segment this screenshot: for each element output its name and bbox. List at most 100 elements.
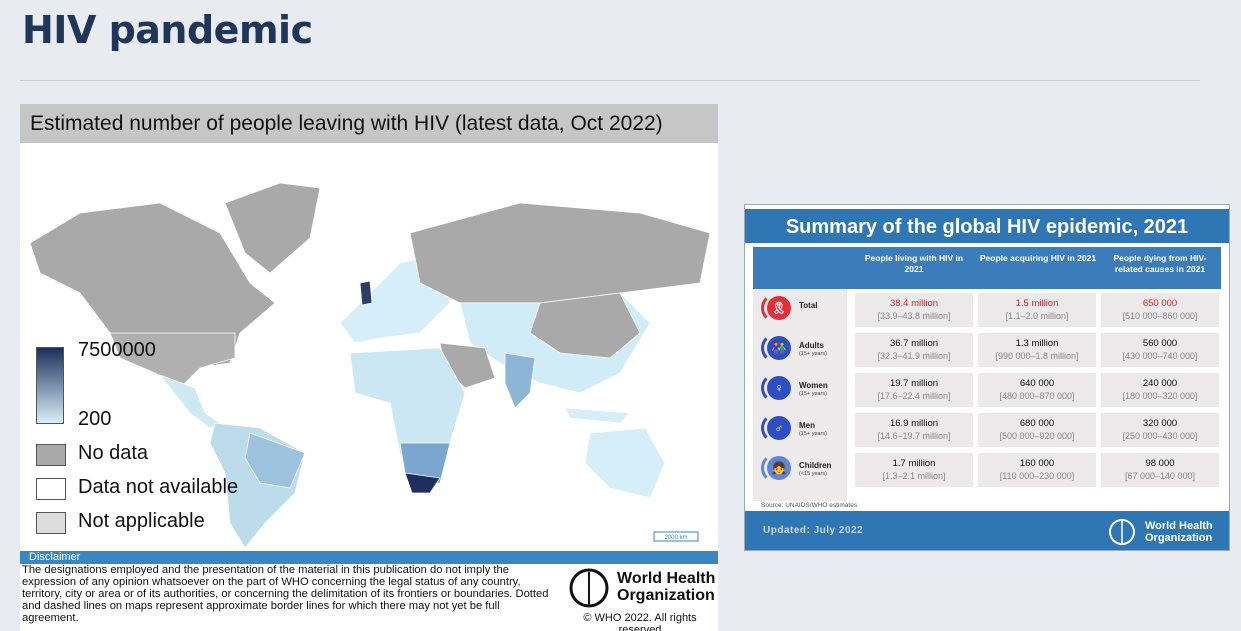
map-usa xyxy=(109,332,236,389)
cell-value: 36.7 million xyxy=(889,338,939,349)
cell-value: 19.7 million xyxy=(889,378,939,389)
cell-range: [480 000–870 000] xyxy=(999,391,1075,401)
cell-value: 160 000 xyxy=(1019,458,1055,469)
cell-range: [180 000–320 000] xyxy=(1122,391,1198,401)
who-name-line1: World Health xyxy=(617,570,716,587)
cell-range: [17.6–22.4 million] xyxy=(877,391,951,401)
map-brazil xyxy=(244,432,306,489)
table-cell: 320 000 [250 000–430 000] xyxy=(1101,413,1219,447)
cell-value: 320 000 xyxy=(1142,418,1178,429)
row-label-total: 🎗 Total xyxy=(753,289,847,329)
table-cell: 560 000 [430 000–740 000] xyxy=(1101,333,1219,367)
row-label: Adults xyxy=(799,341,824,350)
cell-value: 640 000 xyxy=(1019,378,1055,389)
column-header: People dying from HIV-related causes in … xyxy=(1113,253,1207,274)
row-sublabel: (15+ years) xyxy=(799,351,827,357)
table-cell: 680 000 [500 000–920 000] xyxy=(978,413,1096,447)
cell-range: [510 000–860 000] xyxy=(1122,311,1198,321)
table-cell: 160 000 [110 000–230 000] xyxy=(978,453,1096,487)
table-cell: 1.5 million [1.1–2.0 million] xyxy=(978,293,1096,327)
page-title: HIV pandemic xyxy=(22,8,313,52)
cell-value: 240 000 xyxy=(1142,378,1178,389)
row-label: Men xyxy=(799,421,815,430)
cell-range: [14.6–19.7 million] xyxy=(877,431,951,441)
ring-decoration xyxy=(761,453,791,483)
infographic-footer: Updated: July 2022 World Health Organizat… xyxy=(745,511,1229,550)
table-cell: 19.7 million [17.6–22.4 million] xyxy=(855,373,973,407)
cell-range: [1.3–2.1 million] xyxy=(882,471,946,481)
legend-not-available: Data not available xyxy=(78,476,239,498)
cell-range: [250 000–430 000] xyxy=(1122,431,1198,441)
map-indonesia xyxy=(564,407,631,424)
cell-value: 650 000 xyxy=(1142,298,1178,309)
divider xyxy=(20,80,1200,81)
who-name-line1: World Health xyxy=(1145,520,1213,532)
legend-max: 7500000 xyxy=(78,339,156,361)
cell-range: [500 000–920 000] xyxy=(999,431,1075,441)
table-cell: 640 000 [480 000–870 000] xyxy=(978,373,1096,407)
cell-value: 38.4 million xyxy=(889,298,939,309)
row-label-men: ♂ Men (15+ years) xyxy=(753,409,847,449)
row-sublabel: (15+ years) xyxy=(799,431,827,437)
world-map[interactable]: 2000 km xyxy=(20,143,718,551)
ring-decoration xyxy=(761,293,791,323)
disclaimer-title: Disclaimer xyxy=(29,551,81,563)
cell-range: [990 000–1.8 million] xyxy=(995,351,1079,361)
table-cell: 16.9 million [14.6–19.7 million] xyxy=(855,413,973,447)
scale-bar: 2000 km xyxy=(664,535,687,541)
legend-min: 200 xyxy=(78,408,112,430)
source-note: Source: UNAIDS/WHO estimates xyxy=(761,502,858,509)
children-icon: 👧 xyxy=(767,456,791,480)
column-header: People living with HIV in 2021 xyxy=(864,253,964,274)
hiv-summary-infographic: Summary of the global HIV epidemic, 2021… xyxy=(744,204,1230,551)
who-name-line2: Organization xyxy=(1145,532,1213,544)
legend-swatch-not-available xyxy=(36,478,66,500)
cell-range: [430 000–740 000] xyxy=(1122,351,1198,361)
table-cell: 98 000 [67 000–140 000] xyxy=(1101,453,1219,487)
cell-range: [110 000–230 000] xyxy=(999,471,1075,481)
column-header: People acquiring HIV in 2021 xyxy=(979,253,1097,263)
cell-range: [33.9–43.8 million] xyxy=(877,311,951,321)
legend-gradient xyxy=(36,347,64,424)
legend-swatch-not-applicable xyxy=(36,512,66,534)
map-india xyxy=(504,352,536,409)
table-cell: 650 000 [510 000–860 000] xyxy=(1101,293,1219,327)
cell-range: [32.3–41.9 million] xyxy=(877,351,951,361)
legend-no-data: No data xyxy=(78,442,149,464)
cell-range: [1.1–2.0 million] xyxy=(1005,311,1069,321)
row-label-women: ♀ Women (15+ years) xyxy=(753,369,847,409)
map-heading: Estimated number of people leaving with … xyxy=(20,104,718,143)
cell-range: [67 000–140 000] xyxy=(1124,471,1196,481)
table-cell: 38.4 million [33.9–43.8 million] xyxy=(855,293,973,327)
infographic-title: Summary of the global HIV epidemic, 2021 xyxy=(745,209,1229,243)
adults-icon: 👫 xyxy=(767,336,791,360)
cell-value: 1.5 million xyxy=(1015,298,1059,309)
who-logo: World Health Organization xyxy=(565,566,715,610)
ribbon-icon: 🎗 xyxy=(767,296,791,320)
cell-value: 98 000 xyxy=(1145,458,1175,469)
map-china xyxy=(529,292,641,359)
ring-decoration xyxy=(761,333,791,363)
table-cell: 1.3 million [990 000–1.8 million] xyxy=(978,333,1096,367)
updated-date: Updated: July 2022 xyxy=(763,525,864,536)
man-icon: ♂ xyxy=(767,416,791,440)
map-greenland xyxy=(224,182,321,274)
map-russia xyxy=(409,202,711,304)
ring-decoration xyxy=(761,413,791,443)
who-name-line2: Organization xyxy=(617,587,715,604)
woman-icon: ♀ xyxy=(767,376,791,400)
cell-value: 1.7 million xyxy=(892,458,936,469)
map-south-africa xyxy=(404,472,441,494)
disclaimer-text: The designations employed and the presen… xyxy=(22,564,549,624)
cell-value: 16.9 million xyxy=(889,418,939,429)
table-cell: 1.7 million [1.3–2.1 million] xyxy=(855,453,973,487)
legend-swatch-no-data xyxy=(36,444,66,466)
cell-value: 680 000 xyxy=(1019,418,1055,429)
row-label: Total xyxy=(799,301,818,310)
cell-value: 560 000 xyxy=(1142,338,1178,349)
disclaimer-bar[interactable]: Disclaimer xyxy=(20,551,718,564)
cell-value: 1.3 million xyxy=(1015,338,1059,349)
map-central-america xyxy=(158,374,221,429)
row-sublabel: (<15 years) xyxy=(799,471,827,477)
map-australia xyxy=(584,427,666,499)
